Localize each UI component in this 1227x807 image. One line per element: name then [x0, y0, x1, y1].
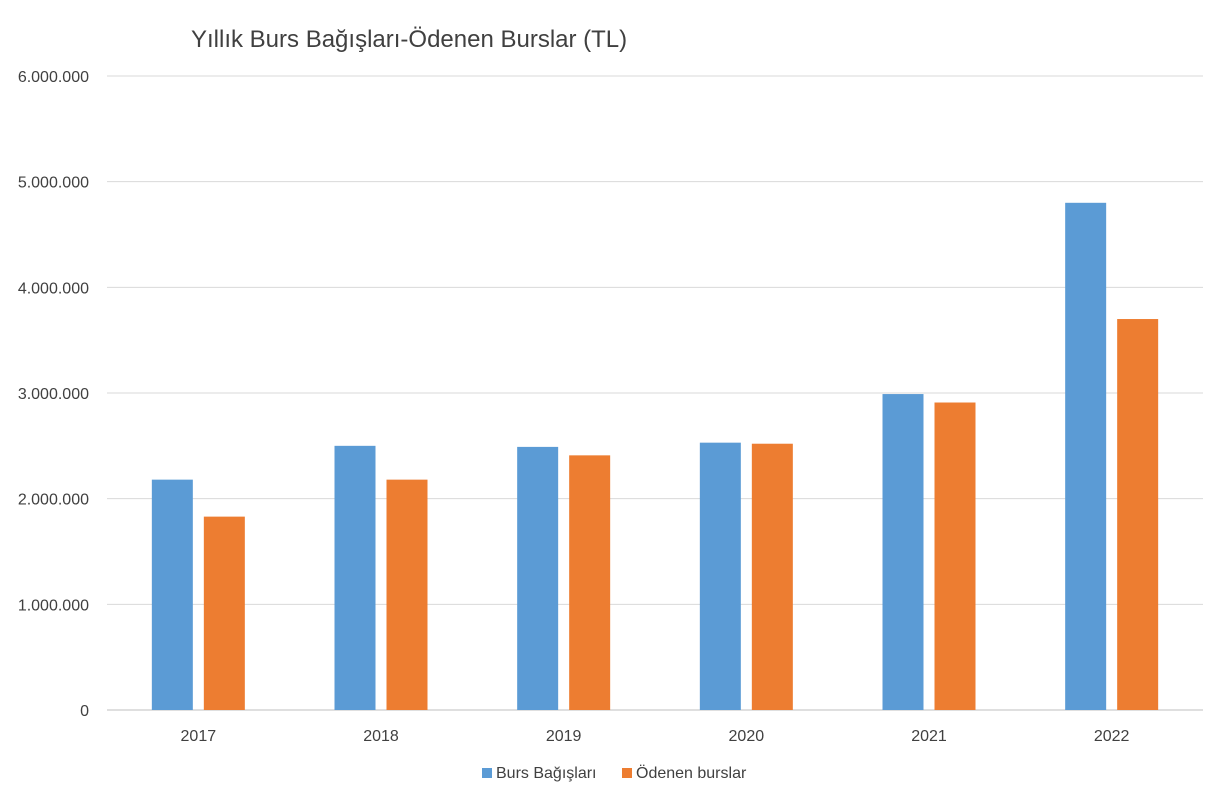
y-tick-label: 3.000.000	[18, 386, 89, 403]
legend-label: Ödenen burslar	[636, 764, 747, 782]
chart-title: Yıllık Burs Bağışları-Ödenen Burslar (TL…	[191, 26, 628, 53]
y-tick-label: 2.000.000	[18, 492, 89, 509]
x-tick-label: 2022	[1094, 728, 1130, 745]
bar	[386, 479, 428, 710]
x-tick-label: 2021	[911, 728, 947, 745]
legend-swatch	[622, 768, 632, 778]
x-tick-label: 2017	[181, 728, 217, 745]
bar	[1065, 202, 1107, 711]
bar	[699, 442, 741, 710]
bar	[569, 455, 611, 710]
bar	[1117, 319, 1159, 710]
y-tick-label: 0	[80, 703, 89, 720]
y-tick-label: 6.000.000	[18, 69, 89, 86]
x-tick-label: 2018	[363, 728, 399, 745]
bar	[517, 446, 559, 710]
legend-swatch	[482, 768, 492, 778]
y-tick-label: 1.000.000	[18, 597, 89, 614]
bar	[334, 445, 376, 710]
bar	[934, 402, 976, 710]
legend-label: Burs Bağışları	[496, 765, 596, 782]
x-tick-label: 2020	[729, 728, 765, 745]
y-tick-label: 5.000.000	[18, 175, 89, 192]
bar	[203, 516, 245, 710]
bar	[151, 479, 193, 710]
bar	[751, 443, 793, 710]
y-tick-label: 4.000.000	[18, 280, 89, 297]
bar	[882, 394, 924, 710]
x-tick-label: 2019	[546, 728, 582, 745]
